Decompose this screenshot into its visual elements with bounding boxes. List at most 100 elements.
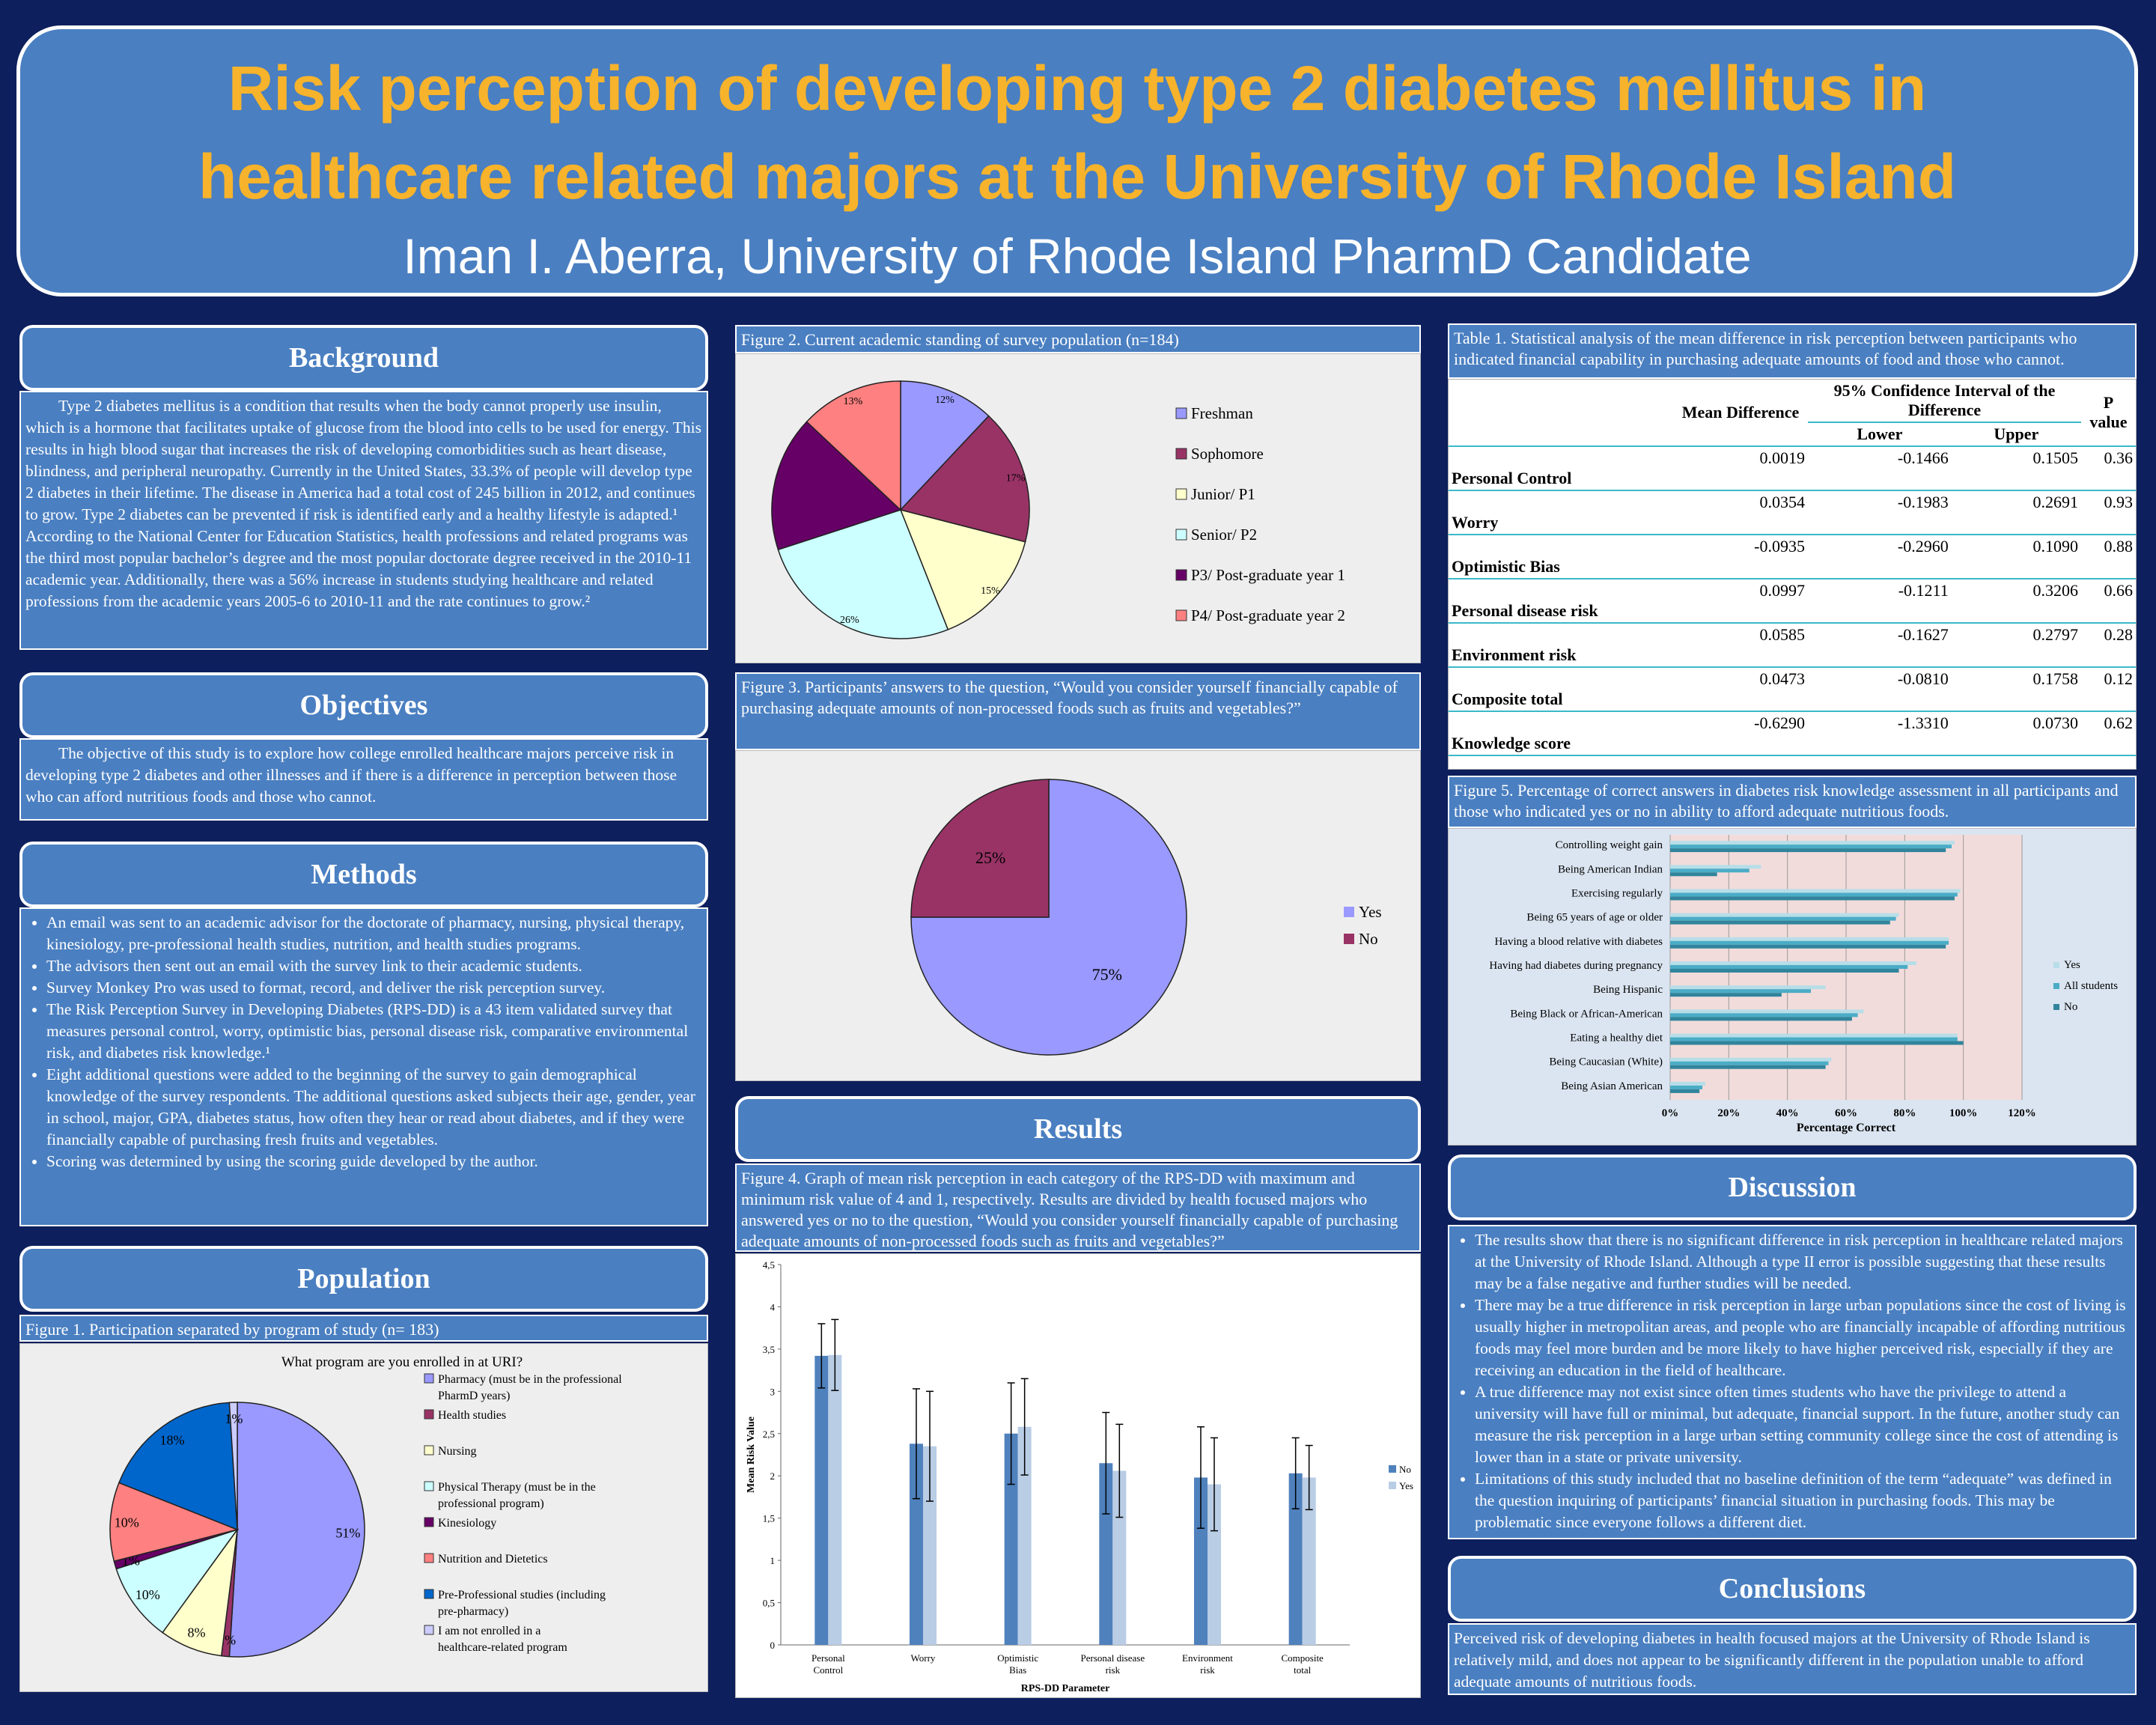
legend-swatch <box>2053 983 2059 989</box>
figure1-data-label: 8% <box>188 1625 206 1640</box>
legend-swatch <box>1389 1482 1396 1489</box>
methods-item: The advisors then sent out an email with… <box>46 955 702 977</box>
figure1-legend-label: healthcare-related program <box>438 1641 567 1654</box>
bar-yes <box>1670 913 1899 917</box>
figure5-legend-label: No <box>2064 1001 2077 1013</box>
figure3-caption: Figure 3. Participants’ answers to the q… <box>735 672 1421 750</box>
bar-no <box>1670 848 1946 853</box>
x-tick-label: 120% <box>2008 1107 2036 1119</box>
bar-all-students <box>1670 845 1952 849</box>
upper-cell: 0.1090 <box>1951 535 2081 579</box>
table-row: Worry 0.0354 -0.1983 0.2691 0.93 <box>1449 490 2136 535</box>
bar-no <box>1670 993 1782 997</box>
legend-swatch <box>424 1409 434 1420</box>
figure3-legend-label: Yes <box>1359 903 1382 921</box>
upper-cell: 0.1505 <box>1951 446 2081 491</box>
x-tick-label: 80% <box>1893 1107 1916 1119</box>
figure2-data-label: 26% <box>840 615 859 626</box>
y-tick-label: Being Hispanic <box>1593 984 1663 996</box>
col-lower-header: Lower <box>1808 422 1952 447</box>
methods-item: Eight additional questions were added to… <box>46 1064 702 1151</box>
x-tick-label: Worry <box>911 1652 936 1664</box>
table1-caption: Table 1. Statistical analysis of the mea… <box>1448 323 2137 379</box>
bar-yes <box>1670 1081 1705 1086</box>
objectives-heading: Objectives <box>19 672 708 738</box>
legend-swatch <box>424 1589 434 1599</box>
title-banner: Risk perception of developing type 2 dia… <box>16 25 2138 296</box>
legend-swatch <box>1344 934 1354 944</box>
bar-no <box>1670 1041 1964 1045</box>
upper-cell: 0.3206 <box>1951 579 2081 624</box>
upper-cell: 0.2691 <box>1951 490 2081 535</box>
col-upper-header: Upper <box>1951 422 2081 447</box>
bar-no <box>1670 944 1946 949</box>
y-tick-label: 1,5 <box>763 1513 775 1524</box>
figure1-data-label: 1% <box>225 1411 243 1426</box>
bar-no <box>1670 969 1899 973</box>
figure1-pie-chart: What program are you enrolled in at URI?… <box>109 1354 622 1658</box>
figure1-title: What program are you enrolled in at URI? <box>281 1354 523 1370</box>
upper-cell: 0.1758 <box>1951 667 2081 712</box>
methods-item: The Risk Perception Survey in Developing… <box>46 999 702 1064</box>
figure3-legend-label: No <box>1359 930 1378 948</box>
y-tick-label: Being American Indian <box>1558 863 1663 875</box>
methods-item: Survey Monkey Pro was used to format, re… <box>46 977 702 999</box>
table-row: Knowledge score -0.6290 -1.3310 0.0730 0.62 <box>1449 711 2136 756</box>
bar-all-students <box>1670 989 1811 994</box>
x-tick-label: risk <box>1200 1664 1215 1676</box>
y-tick-label: 3,5 <box>763 1344 775 1355</box>
figure1-caption: Figure 1. Participation separated by pro… <box>19 1315 708 1342</box>
lower-cell: -0.1211 <box>1808 579 1952 624</box>
row-name: Composite total <box>1449 667 1673 712</box>
figure1-legend-label: Pre-Professional studies (including <box>438 1589 606 1601</box>
bar-no <box>1288 1473 1303 1645</box>
figure3-slice <box>910 779 1050 918</box>
conclusions-text: Perceived risk of developing diabetes in… <box>1448 1623 2137 1695</box>
p-cell: 0.62 <box>2080 711 2136 756</box>
figure3-slice <box>910 779 1187 1056</box>
figure1-slice <box>115 1528 239 1634</box>
lower-cell: -0.1983 <box>1808 490 1952 535</box>
figure2-data-label: 12% <box>935 395 954 406</box>
conclusions-heading: Conclusions <box>1448 1556 2137 1622</box>
y-tick-label: Having had diabetes during pregnancy <box>1489 960 1663 972</box>
y-axis-label: Mean Risk Value <box>746 1417 757 1493</box>
x-tick-label: Personal <box>811 1652 845 1664</box>
p-cell: 0.93 <box>2080 490 2136 535</box>
figure2-slice <box>777 509 949 639</box>
bar-all-students <box>1670 892 1958 897</box>
figure2-slice <box>771 421 902 551</box>
row-name: Worry <box>1449 490 1673 535</box>
bar-yes <box>1670 937 1949 941</box>
x-tick-label: 20% <box>1717 1107 1740 1119</box>
legend-swatch <box>1175 569 1187 581</box>
y-tick-label: 4,5 <box>763 1259 775 1271</box>
mean-cell: 0.0354 <box>1673 490 1808 535</box>
bar-all-students <box>1670 1013 1858 1017</box>
figure2-data-label: 17% <box>1006 472 1026 484</box>
bar-all-students <box>1670 940 1949 945</box>
lower-cell: -0.1627 <box>1808 623 1952 668</box>
y-tick-label: 0,5 <box>763 1598 775 1609</box>
figure1-legend-label: PharmD years) <box>438 1390 510 1402</box>
figure5-legend-label: Yes <box>2064 959 2080 971</box>
lower-cell: -1.3310 <box>1808 711 1952 756</box>
author-line: Iman I. Aberra, University of Rhode Isla… <box>403 228 1752 284</box>
table-row: Composite total 0.0473 -0.0810 0.1758 0.12 <box>1449 667 2136 712</box>
lower-cell: -0.1466 <box>1808 446 1952 491</box>
bar-yes <box>923 1446 937 1645</box>
bar-yes <box>1112 1470 1127 1645</box>
bar-yes <box>1670 1057 1832 1062</box>
figure1-slice <box>228 1402 238 1530</box>
p-cell: 0.12 <box>2080 667 2136 712</box>
figure1-legend-label: pre-pharmacy) <box>438 1605 508 1618</box>
figure2-legend-label: Sophomore <box>1191 445 1264 463</box>
background-heading: Background <box>19 325 708 391</box>
figure5-panel: 0% 20% 40% 60% 80% 100% 120% Controlling weight… <box>1448 828 2137 1146</box>
x-tick-label: Environment <box>1182 1652 1233 1664</box>
mean-cell: -0.0935 <box>1673 535 1808 579</box>
mean-cell: 0.0585 <box>1673 623 1808 668</box>
y-tick-label: Being 65 years of age or older <box>1526 912 1663 924</box>
methods-heading: Methods <box>19 842 708 907</box>
x-tick-label: Composite <box>1281 1652 1324 1664</box>
